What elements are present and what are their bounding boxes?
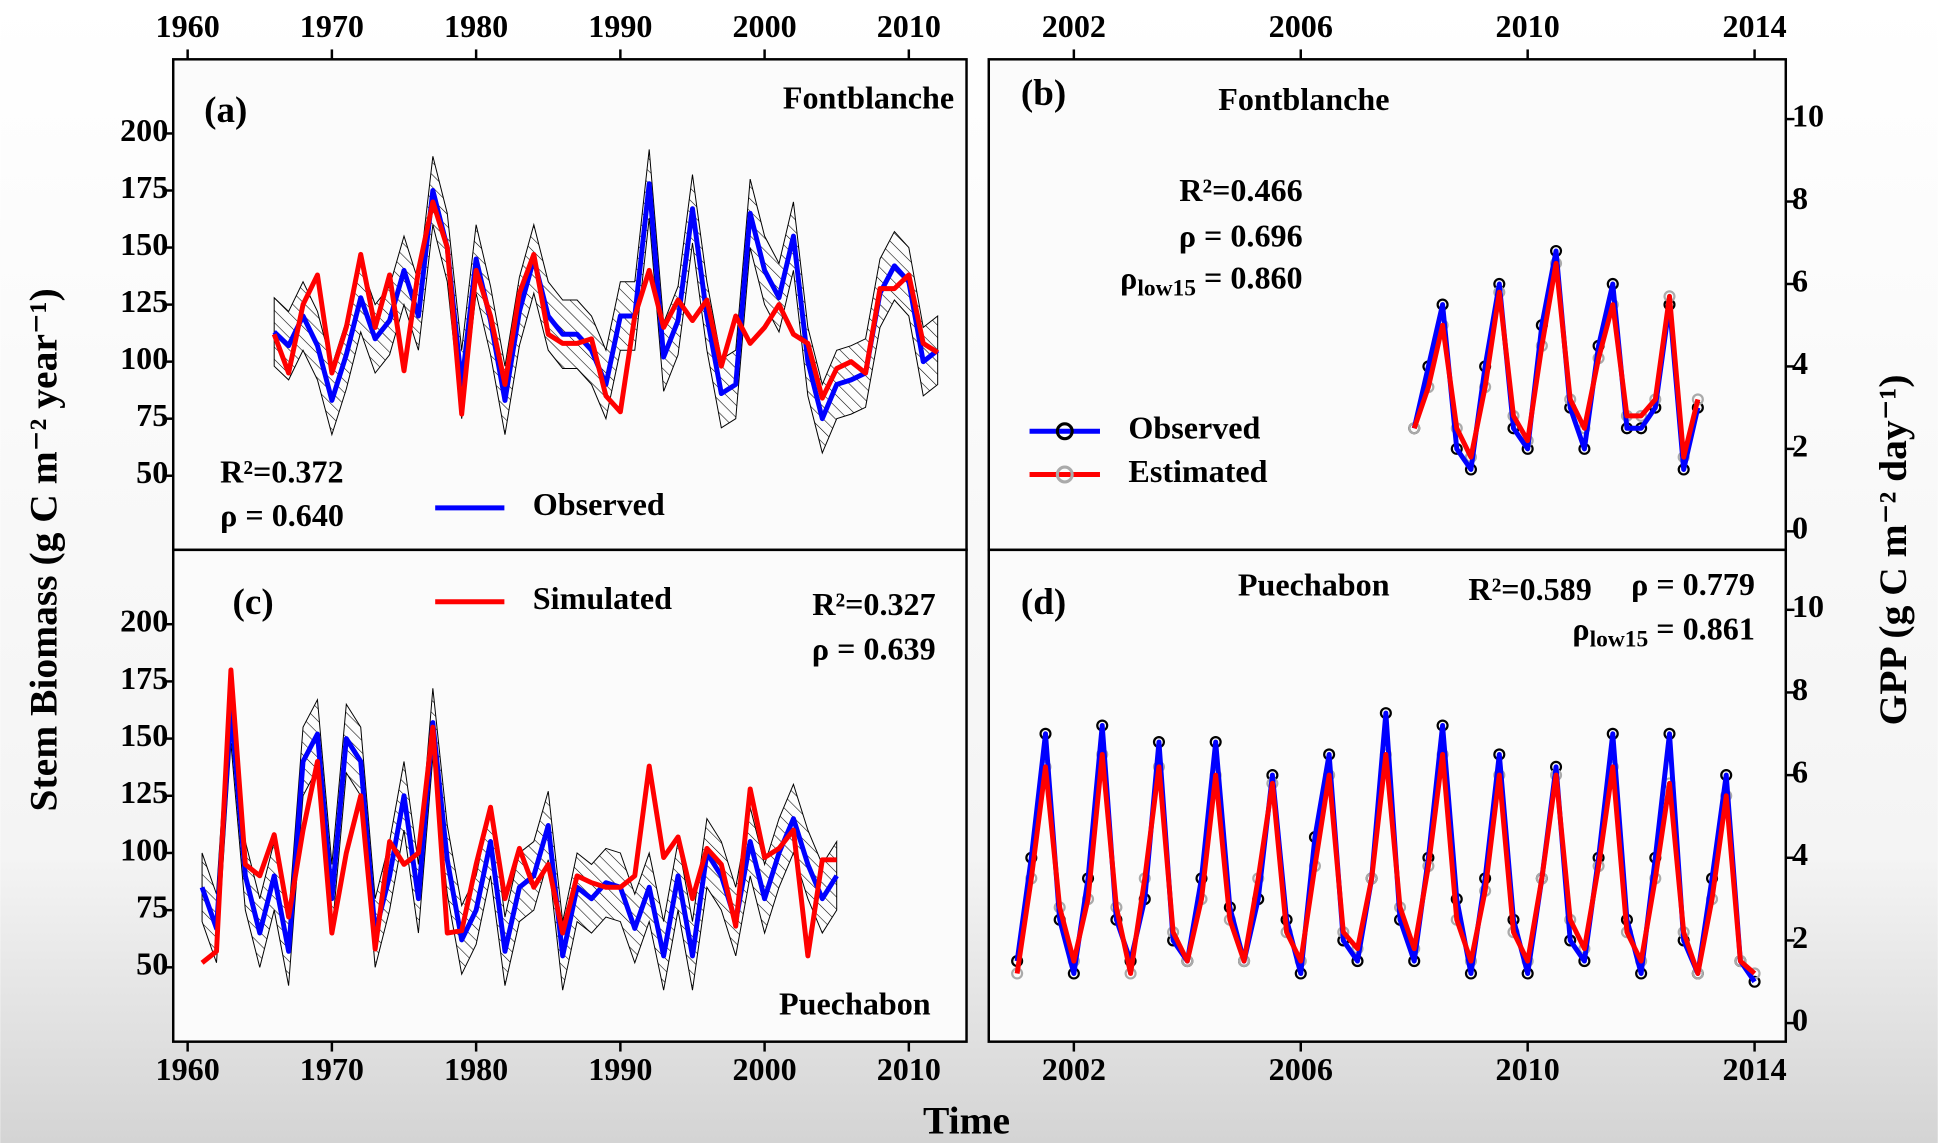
- y-tick-label: 0: [1792, 510, 1808, 546]
- legend-marker: [1055, 422, 1074, 441]
- x-tick-label: 1960: [156, 1051, 220, 1087]
- y-tick-label: 50: [136, 454, 168, 490]
- stat-subscript: low15: [1590, 627, 1649, 653]
- y-axis-title: GPP (g C m⁻² day⁻¹): [1871, 374, 1915, 725]
- y-tick-label: 175: [120, 660, 168, 696]
- legend-label: Estimated: [1128, 453, 1267, 489]
- site-name: Fontblanche: [1218, 81, 1389, 117]
- stat-value: R²=0.466: [1179, 172, 1302, 208]
- site-name: Fontblanche: [783, 80, 954, 116]
- y-tick-label: 4: [1792, 345, 1808, 381]
- y-tick-label: 0: [1792, 1001, 1808, 1037]
- y-tick-label: 150: [120, 226, 168, 262]
- y-tick-label: 200: [120, 603, 168, 639]
- x-tick-label: 2006: [1269, 1051, 1333, 1087]
- x-tick-label: 2014: [1722, 8, 1786, 44]
- y-axis-title: Stem Biomass (g C m⁻² year⁻¹): [21, 288, 65, 811]
- panel-label: (c): [233, 582, 274, 623]
- y-tick-label: 10: [1792, 588, 1824, 624]
- y-tick-label: 75: [136, 397, 168, 433]
- x-tick-label: 1980: [444, 1051, 508, 1087]
- stat-subscript: low15: [1137, 276, 1196, 302]
- statistic: ρlow15 = 0.860: [1120, 260, 1302, 302]
- y-tick-label: 75: [136, 889, 168, 925]
- x-tick-label: 2010: [877, 1051, 941, 1087]
- y-tick-label: 4: [1792, 836, 1808, 872]
- y-tick-label: 125: [120, 283, 168, 319]
- x-tick-label: 1960: [156, 8, 220, 44]
- site-name: Puechabon: [1238, 567, 1390, 603]
- panel-label: (a): [204, 90, 247, 131]
- statistic: R²=0.372: [220, 454, 343, 490]
- y-tick-label: 2: [1792, 919, 1808, 955]
- series-line: [1411, 260, 1701, 460]
- series-line: [1014, 751, 1757, 976]
- legend-label: Simulated: [533, 580, 672, 616]
- statistic: ρ = 0.696: [1179, 218, 1303, 254]
- stat-value: ρ = 0.779: [1631, 567, 1755, 603]
- x-tick-label: 2000: [732, 8, 796, 44]
- statistic: ρlow15 = 0.861: [1572, 611, 1754, 653]
- y-tick-label: 100: [120, 340, 168, 376]
- y-tick-label: 50: [136, 946, 168, 982]
- statistic: ρ = 0.639: [812, 631, 936, 667]
- legend-marker: [1055, 465, 1074, 484]
- statistic: ρ = 0.640: [220, 497, 344, 533]
- statistic: ρ = 0.779: [1631, 567, 1755, 603]
- y-tick-label: 6: [1792, 262, 1808, 298]
- x-tick-label: 2006: [1269, 8, 1333, 44]
- legend-label: Observed: [533, 486, 665, 522]
- stat-value: ρ = 0.640: [220, 497, 344, 533]
- x-tick-label: 1990: [588, 8, 652, 44]
- x-tick-label: 2010: [1496, 1051, 1560, 1087]
- x-tick-label: 2000: [732, 1051, 796, 1087]
- site-name: Puechabon: [779, 985, 931, 1021]
- x-tick-label: 2002: [1042, 8, 1106, 44]
- stat-value: = 0.860: [1196, 260, 1303, 296]
- y-tick-label: 200: [120, 112, 168, 148]
- series-line: [272, 181, 940, 422]
- series-line: [200, 667, 837, 965]
- y-tick-label: 10: [1792, 97, 1824, 133]
- panel-frame: [171, 548, 968, 1043]
- series-line: [1411, 248, 1701, 472]
- stat-value: R²=0.372: [220, 454, 343, 490]
- x-tick-label: 1970: [300, 1051, 364, 1087]
- statistic: R²=0.466: [1179, 172, 1302, 208]
- stat-symbol: ρ: [1572, 611, 1589, 647]
- x-tick-label: 2010: [877, 8, 941, 44]
- y-tick-label: 8: [1792, 671, 1808, 707]
- statistic: R²=0.589: [1468, 571, 1591, 607]
- panel-label: (d): [1021, 582, 1066, 623]
- stat-symbol: ρ: [1120, 260, 1137, 296]
- stat-value: = 0.861: [1648, 611, 1755, 647]
- y-tick-label: 8: [1792, 180, 1808, 216]
- stat-value: R²=0.327: [812, 586, 935, 622]
- x-tick-label: 2010: [1496, 8, 1560, 44]
- x-tick-label: 2014: [1722, 1051, 1786, 1087]
- gpp-point: [1748, 975, 1761, 988]
- x-tick-label: 1980: [444, 8, 508, 44]
- x-tick-label: 1990: [588, 1051, 652, 1087]
- stat-value: ρ = 0.696: [1179, 218, 1303, 254]
- y-tick-label: 100: [120, 831, 168, 867]
- x-tick-label: 2002: [1042, 1051, 1106, 1087]
- panel-frame: [987, 58, 1788, 552]
- x-axis-title: Time: [923, 1099, 1010, 1143]
- y-tick-label: 2: [1792, 427, 1808, 463]
- x-tick-label: 1970: [300, 8, 364, 44]
- y-tick-label: 150: [120, 717, 168, 753]
- uncertainty-band: [201, 674, 838, 991]
- y-tick-label: 125: [120, 774, 168, 810]
- statistic: R²=0.327: [812, 586, 935, 622]
- y-tick-label: 6: [1792, 753, 1808, 789]
- stat-value: ρ = 0.639: [812, 631, 936, 667]
- y-tick-label: 175: [120, 169, 168, 205]
- series-line: [271, 199, 940, 417]
- stat-value: R²=0.589: [1468, 571, 1591, 607]
- panel-label: (b): [1021, 73, 1066, 114]
- legend-label: Observed: [1128, 410, 1260, 446]
